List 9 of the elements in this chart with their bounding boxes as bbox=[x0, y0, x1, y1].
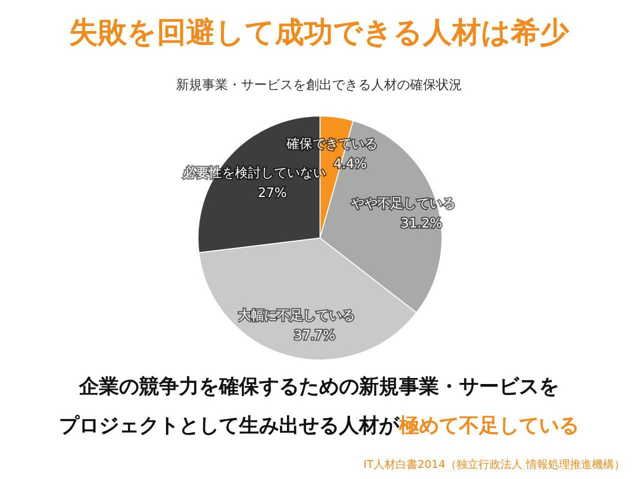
slice-label: 大幅に不足している bbox=[238, 308, 356, 324]
text: 極めて不足している bbox=[398, 413, 579, 437]
text: IT人材白書2014（独立行政法人 情報処理推進機構） bbox=[364, 458, 625, 471]
text: プロジェクトとして生み出せる人材が bbox=[59, 413, 400, 437]
data-label: 37.7% bbox=[294, 328, 336, 344]
data-label: 27% bbox=[258, 186, 287, 201]
chart-subtitle: 新規事業・サービスを創出できる人材の確保状況 bbox=[176, 78, 462, 93]
text: 企業の競争力を確保するための新規事業・サービスを bbox=[78, 374, 559, 398]
chart-title: 失敗を回避して成功できる人材は希少 bbox=[69, 15, 570, 49]
